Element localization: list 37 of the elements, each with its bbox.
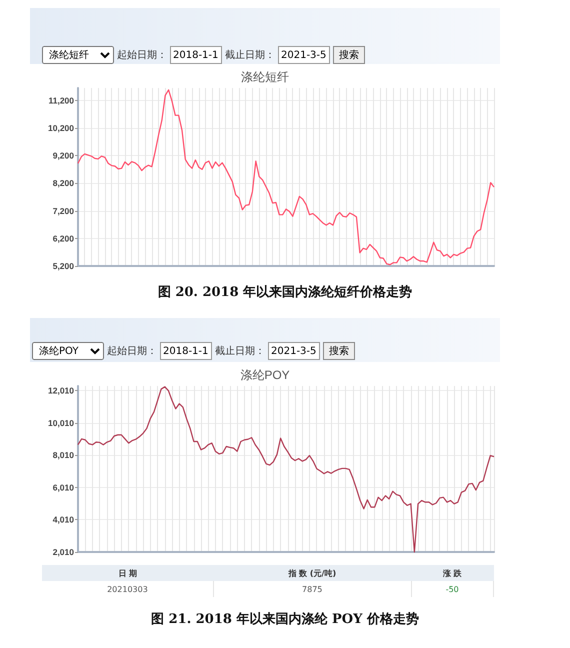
y-tick-label: 6,010 bbox=[52, 482, 74, 492]
caption: 图 21. 2018 年以来国内涤纶 POY 价格走势 bbox=[150, 611, 420, 628]
text: 2018-1-1 bbox=[170, 46, 222, 64]
text: 20210303 bbox=[42, 581, 214, 597]
line-series bbox=[77, 386, 495, 553]
y-tick-label: 10,010 bbox=[48, 418, 74, 428]
text: 搜索 bbox=[323, 342, 355, 360]
y-tick-label: 11,200 bbox=[48, 95, 74, 106]
text: 搜索 bbox=[333, 46, 365, 64]
text: 起始日期： bbox=[107, 344, 157, 358]
text: 截止日期： bbox=[215, 344, 265, 358]
y-tick-label: 12,010 bbox=[48, 386, 74, 396]
text: 日 期 bbox=[42, 565, 214, 581]
text: 涤纶短纤 bbox=[42, 46, 114, 64]
y-tick-label: 7,200 bbox=[52, 206, 74, 216]
chart-title: 涤纶短纤 bbox=[241, 70, 289, 84]
text: 涨 跌 bbox=[411, 565, 494, 581]
text: 7875 bbox=[213, 581, 411, 597]
text: 涤纶POY bbox=[32, 342, 104, 360]
text: 2018-1-1 bbox=[160, 342, 212, 360]
text: 截止日期： bbox=[225, 48, 275, 62]
chart-title: 涤纶POY bbox=[240, 368, 290, 382]
text: 2021-3-5 bbox=[268, 342, 320, 360]
text: -50 bbox=[411, 581, 494, 597]
text: 指 数 (元/吨) bbox=[213, 565, 411, 581]
text: 起始日期： bbox=[117, 48, 167, 62]
y-tick-label: 6,200 bbox=[52, 233, 74, 244]
y-tick-label: 4,010 bbox=[52, 514, 74, 525]
y-tick-label: 2,010 bbox=[52, 547, 74, 557]
y-tick-label: 8,010 bbox=[52, 450, 74, 460]
text: 2021-3-5 bbox=[278, 46, 330, 64]
y-tick-label: 8,200 bbox=[52, 178, 74, 188]
y-tick-label: 5,200 bbox=[52, 261, 74, 271]
line-series bbox=[77, 89, 495, 266]
y-tick-label: 10,200 bbox=[48, 123, 74, 134]
caption: 图 20. 2018 年以来国内涤纶短纤价格走势 bbox=[156, 284, 414, 301]
y-tick-label: 9,200 bbox=[52, 150, 74, 161]
